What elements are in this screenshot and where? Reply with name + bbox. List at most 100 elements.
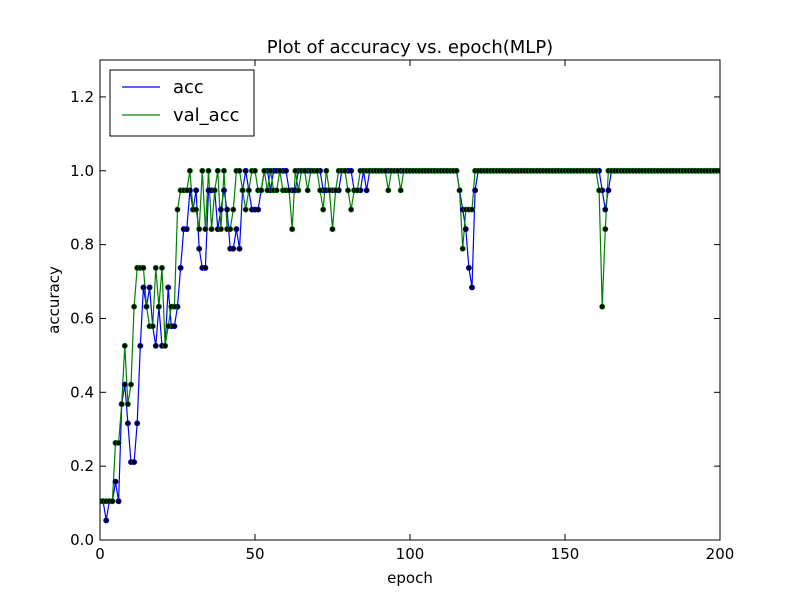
data-point-acc [465, 264, 472, 271]
data-point-acc [112, 478, 119, 485]
data-point-acc [165, 284, 172, 291]
data-point-val_acc [227, 226, 234, 233]
data-point-val_acc [258, 187, 265, 194]
legend-label-val_acc: val_acc [173, 105, 240, 126]
data-point-acc [121, 381, 128, 388]
y-tick-label: 0.2 [70, 457, 94, 475]
data-point-acc [605, 187, 612, 194]
data-point-val_acc [121, 342, 128, 349]
data-point-val_acc [292, 167, 299, 174]
data-point-val_acc [171, 303, 178, 310]
data-point-acc [137, 342, 144, 349]
data-point-acc [134, 420, 141, 427]
data-point-val_acc [348, 206, 355, 213]
data-point-acc [472, 187, 479, 194]
data-point-acc [103, 517, 110, 524]
data-point-val_acc [165, 323, 172, 330]
y-tick-label: 1.0 [70, 162, 94, 180]
data-point-acc [146, 284, 153, 291]
data-point-val_acc [128, 381, 134, 388]
data-point-acc [348, 167, 355, 174]
data-point-val_acc [276, 167, 283, 174]
data-point-val_acc [354, 187, 361, 194]
data-point-val_acc [152, 264, 159, 271]
data-point-val_acc [143, 303, 150, 310]
data-point-val_acc [124, 401, 131, 408]
data-point-val_acc [230, 206, 237, 213]
data-point-val_acc [329, 226, 336, 233]
data-point-val_acc [214, 167, 221, 174]
y-tick-label: 0.6 [70, 309, 94, 327]
data-point-val_acc [289, 226, 296, 233]
y-tick-label: 0.0 [70, 531, 94, 549]
data-point-val_acc [245, 187, 252, 194]
data-point-acc [131, 459, 138, 466]
data-point-val_acc [301, 167, 308, 174]
data-point-val_acc [320, 206, 327, 213]
data-point-val_acc [345, 187, 351, 194]
data-point-acc [193, 187, 200, 194]
data-point-acc [255, 206, 262, 213]
data-point-acc [224, 206, 231, 213]
data-point-val_acc [217, 226, 224, 233]
y-tick-label: 1.2 [70, 88, 94, 106]
data-point-val_acc [149, 323, 156, 330]
data-point-val_acc [304, 187, 311, 194]
data-point-val_acc [208, 226, 215, 233]
data-point-acc [283, 167, 289, 174]
data-point-val_acc [183, 187, 190, 194]
data-point-val_acc [211, 187, 218, 194]
marker-layer [100, 167, 720, 524]
axes: 0 50 100 150 200 0.0 0.2 0.4 0.6 0.8 1.0 1.2 [70, 59, 734, 563]
data-point-val_acc [131, 303, 138, 310]
data-point-val_acc [397, 187, 404, 194]
data-point-val_acc [162, 342, 169, 349]
data-point-acc [177, 264, 184, 271]
x-tick-label: 150 [551, 545, 580, 563]
data-point-val_acc [109, 498, 116, 505]
data-point-acc [233, 226, 240, 233]
data-point-val_acc [314, 167, 320, 174]
data-point-val_acc [159, 264, 165, 271]
legend-label-acc: acc [173, 77, 204, 98]
data-point-val_acc [593, 167, 599, 174]
data-point-val_acc [341, 167, 348, 174]
data-point-val_acc [118, 401, 125, 408]
data-point-val_acc [295, 187, 302, 194]
x-tick-label: 50 [245, 545, 264, 563]
data-point-acc [217, 206, 224, 213]
data-point-acc [221, 187, 227, 194]
y-tick-label: 0.8 [70, 236, 94, 254]
data-point-acc [363, 187, 370, 194]
y-axis-label: accuracy [45, 266, 63, 334]
data-point-val_acc [199, 167, 206, 174]
data-point-val_acc [323, 167, 330, 174]
x-tick-label: 100 [396, 545, 425, 563]
plot-area [100, 167, 720, 524]
data-point-val_acc [261, 167, 268, 174]
data-point-acc [236, 245, 243, 252]
data-point-val_acc [242, 206, 249, 213]
data-point-val_acc [205, 167, 212, 174]
data-point-val_acc [469, 206, 475, 213]
data-point-val_acc [453, 167, 460, 174]
data-point-val_acc [267, 167, 274, 174]
data-point-val_acc [317, 187, 324, 194]
data-point-acc [115, 498, 122, 505]
data-point-val_acc [385, 187, 392, 194]
x-tick-label: 0 [95, 545, 105, 563]
data-point-val_acc [264, 187, 271, 194]
data-point-val_acc [599, 303, 606, 310]
chart-title: Plot of accuracy vs. epoch(MLP) [267, 37, 553, 58]
y-tick-label: 0.4 [70, 383, 94, 401]
data-point-acc [602, 206, 609, 213]
data-point-acc [152, 342, 159, 349]
data-point-acc [140, 284, 147, 291]
data-point-val_acc [221, 167, 227, 174]
data-point-val_acc [286, 187, 293, 194]
data-point-val_acc [202, 226, 209, 233]
data-point-val_acc [193, 206, 200, 213]
data-point-val_acc [394, 167, 401, 174]
data-point-val_acc [252, 167, 258, 174]
